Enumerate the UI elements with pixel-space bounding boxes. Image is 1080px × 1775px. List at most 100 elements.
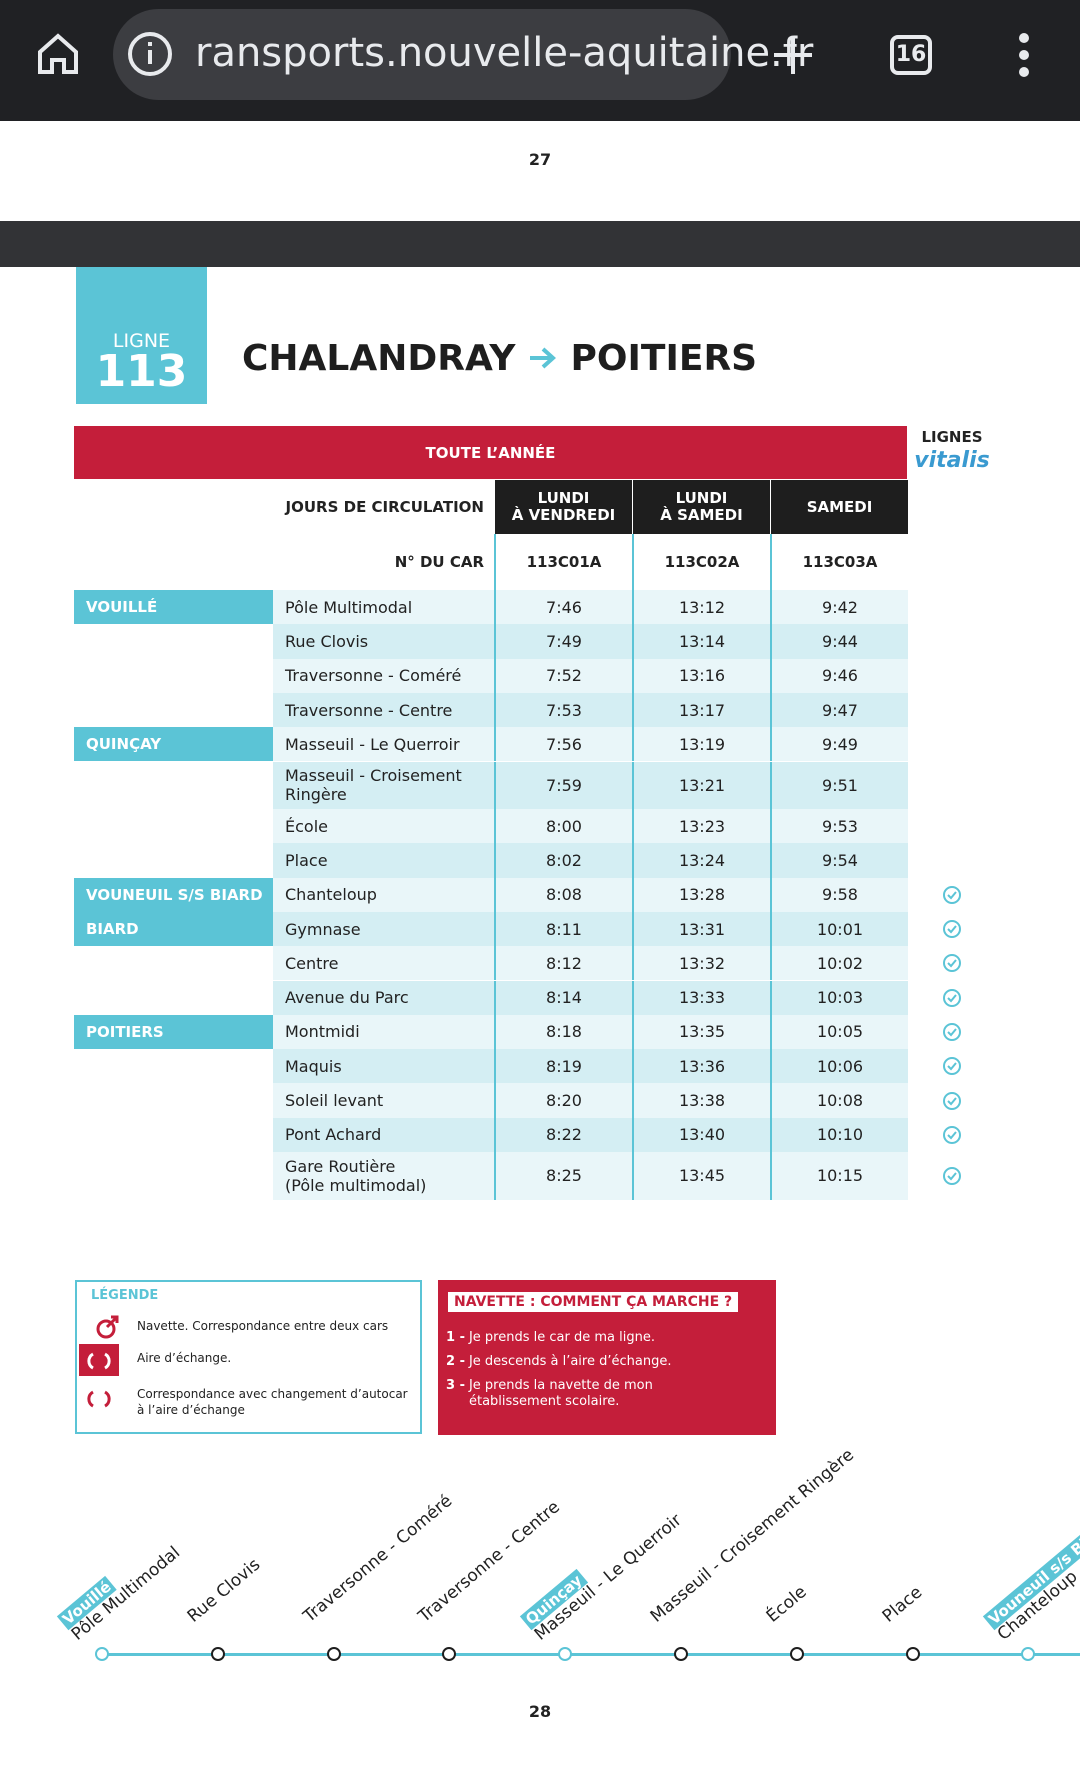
vitalis-check: [942, 885, 962, 905]
step-num: 3 -: [446, 1378, 465, 1393]
arrow: [529, 347, 556, 369]
line-label: LIGNE: [112, 330, 171, 352]
stop: Pont Achard: [273, 1117, 494, 1152]
town: QUINÇAY: [74, 727, 273, 762]
time: 13:28: [632, 877, 770, 912]
map-stop: École: [762, 1582, 811, 1627]
time: 8:22: [494, 1117, 632, 1152]
stop-line: Maquis: [285, 1056, 342, 1076]
map-label: Vouillé Pôle Multimodal: [56, 1530, 184, 1645]
day-line: À VENDREDI: [511, 506, 616, 524]
time: 8:18: [494, 1014, 632, 1050]
stop-line: Gymnase: [285, 919, 361, 939]
stop: Masseuil - Le Querroir: [273, 727, 494, 762]
time: 10:15: [770, 1152, 908, 1200]
car-label: N° DU CAR: [394, 552, 484, 571]
day-line: SAMEDI: [806, 497, 873, 516]
stop: Masseuil - Croisement Ringère: [273, 761, 494, 809]
navette-box: NAVETTE : COMMENT ÇA MARCHE ? 1 - Je pren…: [438, 1280, 776, 1435]
legend-text: Aire d’échange.: [137, 1351, 232, 1365]
time: 9:51: [770, 761, 908, 809]
site-info[interactable]: [126, 30, 174, 78]
time: 9:53: [770, 809, 908, 844]
time: 7:52: [494, 658, 632, 693]
vitalis-check: [942, 919, 962, 939]
time: 8:20: [494, 1083, 632, 1118]
navette-icon: [96, 1315, 119, 1339]
legend-item: Navette. Correspondance entre deux cars: [137, 1318, 417, 1334]
tab-count[interactable]: 16: [890, 35, 932, 75]
navette-title: NAVETTE : COMMENT ÇA MARCHE ?: [448, 1292, 739, 1312]
brand-name: vitalis: [914, 448, 990, 473]
map-stop: Masseuil - Le Querroir: [530, 1510, 686, 1645]
brand-label: LIGNES: [921, 428, 983, 446]
address-bar[interactable]: [113, 9, 731, 100]
time: 13:38: [632, 1083, 770, 1118]
step-text: Je prends la navette de mon établissement…: [469, 1378, 653, 1410]
time: 13:36: [632, 1049, 770, 1084]
stop-dot: [326, 1647, 341, 1661]
home-button[interactable]: [36, 32, 80, 76]
day-header: LUNDI À SAMEDI: [632, 480, 770, 534]
stop-line: Masseuil - Croisement: [285, 766, 462, 786]
time: 7:49: [494, 624, 632, 659]
time: 13:23: [632, 809, 770, 844]
stop: Montmidi: [273, 1014, 494, 1050]
url: ransports.nouvelle-aquitaine.fr: [195, 30, 814, 76]
map-label: Rue Clovis: [184, 1555, 265, 1627]
stop-dot: [210, 1647, 225, 1661]
stop: Gare Routière (Pôle multimodal): [273, 1152, 494, 1200]
vitalis-check: [942, 953, 962, 973]
time: 13:16: [632, 658, 770, 693]
time: 8:14: [494, 980, 632, 1015]
time: 10:01: [770, 911, 908, 947]
days-label: JOURS DE CIRCULATION: [285, 497, 484, 516]
stop-line: Gare Routière: [285, 1156, 396, 1176]
route-title: CHALANDRAY POITIERS: [242, 338, 757, 379]
step-line: Je prends la navette de mon: [468, 1378, 653, 1393]
time: 13:19: [632, 727, 770, 762]
stop-dot: [674, 1647, 688, 1661]
stop-line: École: [285, 816, 328, 836]
stop: Maquis: [273, 1049, 494, 1084]
map-label: Masseuil - Croisement Ringère: [647, 1445, 858, 1627]
legend-text: Navette. Correspondance entre deux cars: [137, 1319, 389, 1333]
stop-line: Ringère: [285, 785, 347, 805]
stop: École: [273, 809, 494, 844]
time: 8:11: [494, 911, 632, 947]
time: 10:06: [770, 1049, 908, 1084]
new-tab[interactable]: [772, 34, 814, 76]
time: 13:17: [632, 692, 770, 728]
time: 13:31: [632, 911, 770, 947]
time: 7:56: [494, 727, 632, 762]
menu[interactable]: [1012, 32, 1036, 78]
stop-line: Avenue du Parc: [285, 988, 409, 1008]
time: 13:33: [632, 980, 770, 1015]
stop-dot: [789, 1647, 804, 1661]
stop: Rue Clovis: [273, 624, 494, 659]
day-header: LUNDI À VENDREDI: [494, 480, 632, 534]
town: POITIERS: [74, 1014, 273, 1050]
town: VOUILLÉ: [74, 590, 273, 625]
period-header: TOUTE L’ANNÉE: [74, 426, 907, 479]
step-num: 2 -: [446, 1354, 465, 1369]
town: BIARD: [74, 911, 273, 947]
stop-dot: [558, 1647, 573, 1661]
stop-line: Soleil levant: [285, 1091, 384, 1111]
navette-title-text: NAVETTE : COMMENT ÇA MARCHE ?: [454, 1294, 733, 1310]
route-from: CHALANDRAY: [242, 338, 516, 379]
stop-dot: [1021, 1647, 1036, 1661]
stop: Place: [273, 843, 494, 878]
time: 13:14: [632, 624, 770, 659]
stop-line: Pôle Multimodal: [285, 597, 413, 617]
vitalis-check: [942, 1022, 962, 1042]
stop-line: Traversonne - Coméré: [285, 666, 462, 686]
map-label: Place: [878, 1582, 925, 1626]
time: 13:24: [632, 843, 770, 878]
stop: Centre: [273, 946, 494, 981]
day-line: LUNDI: [537, 489, 590, 507]
vitalis-check: [942, 1056, 962, 1076]
time: 9:49: [770, 727, 908, 762]
legend-title: LÉGENDE: [91, 1288, 159, 1303]
